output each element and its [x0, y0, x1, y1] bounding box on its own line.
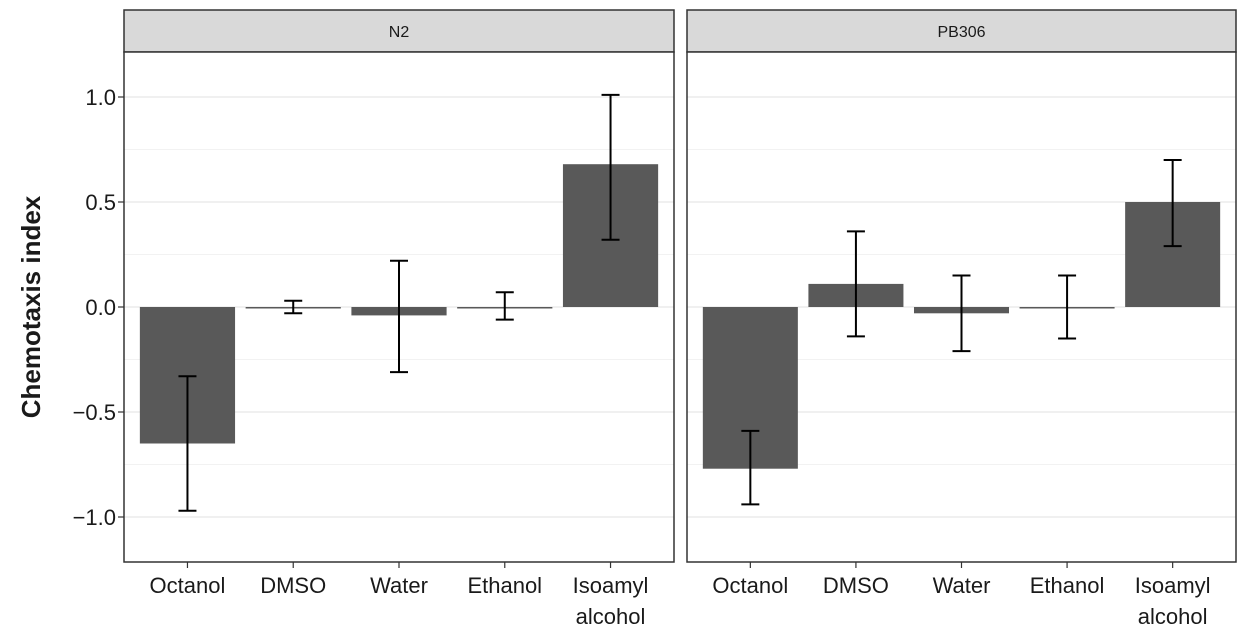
- x-tick-label: Water: [933, 573, 991, 598]
- x-tick-label-line: DMSO: [823, 573, 889, 598]
- x-tick-label-line: Octanol: [150, 573, 226, 598]
- facet-strip: [686, 9, 1237, 53]
- x-tick-label-line: DMSO: [260, 573, 326, 598]
- x-tick-label: Octanol: [712, 573, 788, 598]
- x-tick-label-line: Ethanol: [467, 573, 542, 598]
- facet-strip: [123, 9, 675, 53]
- x-tick-label-line: alcohol: [576, 604, 646, 629]
- x-tick-label: Isoamyl alcohol: [573, 573, 649, 629]
- x-tick-label-line: Ethanol: [1030, 573, 1105, 598]
- x-tick-label: Ethanol: [1030, 573, 1105, 598]
- y-tick-label: 0.5: [85, 190, 116, 215]
- x-tick-label-line: alcohol: [1138, 604, 1208, 629]
- y-tick-label: 1.0: [85, 85, 116, 110]
- facet-panel-pb306: PB306 Octanol DMSO Water Ethanol Isoamyl alcoh…: [686, 9, 1237, 629]
- x-tick-label: Octanol: [150, 573, 226, 598]
- panel-border: [123, 51, 675, 563]
- panel-border: [686, 51, 1237, 563]
- y-tick-label: 0.0: [85, 295, 116, 320]
- x-tick-label: DMSO: [260, 573, 326, 598]
- y-tick-label: −1.0: [73, 505, 116, 530]
- facet-strip-label: N2: [389, 24, 410, 41]
- x-tick-label-line: Octanol: [712, 573, 788, 598]
- facet-strip-label: PB306: [937, 24, 985, 41]
- x-tick-label: DMSO: [823, 573, 889, 598]
- x-tick-label: Isoamyl alcohol: [1135, 573, 1211, 629]
- x-tick-label-line: Water: [370, 573, 428, 598]
- x-tick-label: Ethanol: [467, 573, 542, 598]
- facet-panel-n2: N2 Octanol DMSO Water Ethanol Isoamyl alcohol: [123, 9, 675, 629]
- x-tick-label: Water: [370, 573, 428, 598]
- x-tick-label-line: Isoamyl: [573, 573, 649, 598]
- y-axis-title: Chemotaxis index: [16, 195, 46, 418]
- x-tick-label-line: Isoamyl: [1135, 573, 1211, 598]
- y-tick-label: −0.5: [73, 400, 116, 425]
- x-tick-label-line: Water: [933, 573, 991, 598]
